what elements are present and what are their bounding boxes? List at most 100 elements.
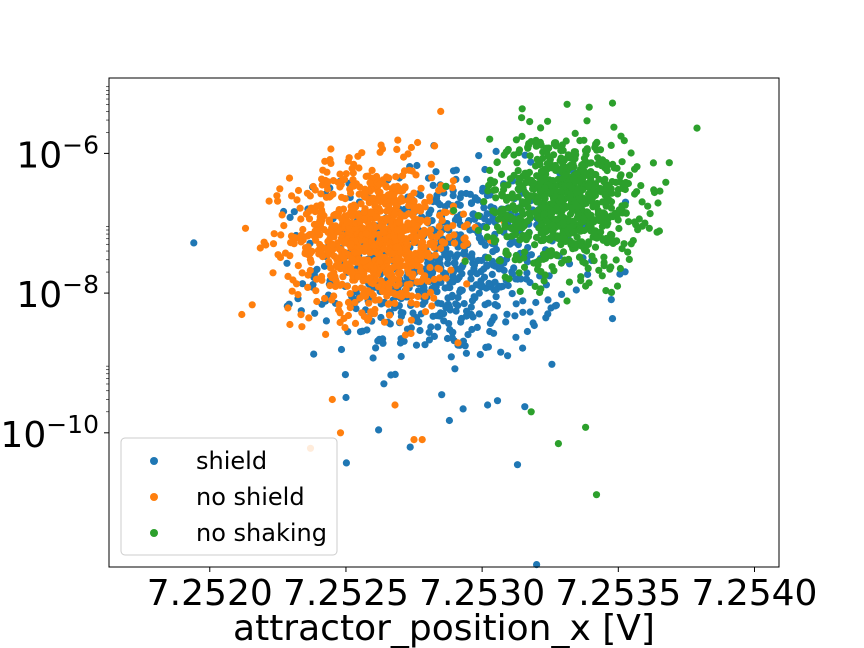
data-point [377, 223, 385, 231]
data-point [437, 244, 445, 252]
data-point [376, 148, 384, 156]
data-point [607, 230, 615, 238]
data-point [328, 296, 336, 304]
data-point [269, 269, 277, 277]
data-point [468, 284, 476, 292]
data-point [559, 155, 567, 163]
data-point [580, 226, 588, 235]
data-point [544, 296, 552, 304]
data-point [341, 195, 349, 203]
data-point [377, 141, 385, 149]
data-point [435, 222, 443, 231]
data-point [356, 183, 364, 191]
data-point [573, 188, 581, 196]
data-point [448, 184, 456, 192]
data-point [458, 263, 466, 272]
data-point [336, 318, 344, 327]
data-point [433, 312, 441, 320]
data-point [342, 170, 350, 178]
data-point [419, 275, 427, 283]
data-point [646, 210, 654, 218]
data-point [298, 269, 306, 277]
data-point [515, 146, 524, 154]
data-point [450, 231, 458, 239]
data-point [392, 243, 400, 252]
data-point [528, 176, 536, 185]
data-point [662, 178, 670, 186]
data-point [367, 209, 375, 217]
data-point [573, 208, 582, 216]
data-point [625, 255, 633, 263]
data-point [380, 380, 388, 388]
data-point [461, 342, 469, 350]
data-point [437, 107, 445, 115]
data-point [395, 218, 403, 226]
data-point [515, 269, 523, 277]
data-point [622, 181, 630, 189]
data-point [582, 151, 590, 159]
data-point [546, 236, 554, 244]
data-point [473, 270, 481, 278]
data-point [310, 350, 318, 358]
data-point [360, 208, 368, 216]
data-point [449, 177, 457, 185]
data-point [553, 252, 561, 260]
data-point [584, 182, 592, 190]
data-point [418, 252, 426, 260]
data-point [344, 311, 352, 320]
x-tick-label: 7.2535 [555, 573, 681, 614]
data-point [503, 250, 511, 258]
data-point [427, 323, 435, 331]
plot-area-frame [108, 77, 780, 568]
data-point [504, 352, 512, 360]
data-point [519, 344, 527, 352]
data-point [491, 278, 499, 286]
data-point [561, 204, 569, 212]
data-point [654, 199, 662, 207]
data-point [507, 194, 515, 202]
data-point [392, 282, 401, 290]
data-point [349, 176, 357, 184]
data-point [453, 213, 461, 221]
data-point [397, 308, 405, 317]
data-point [309, 182, 317, 191]
data-point [351, 319, 360, 327]
data-point [311, 309, 319, 317]
data-point [576, 176, 584, 184]
data-point [474, 212, 482, 220]
data-point [474, 256, 482, 265]
data-point [549, 226, 557, 234]
data-point [313, 265, 321, 273]
data-point [397, 233, 405, 241]
data-point [416, 326, 424, 335]
data-point [294, 186, 303, 195]
data-point [413, 300, 421, 308]
data-point [537, 124, 545, 132]
data-point [467, 269, 475, 277]
data-point [364, 276, 372, 284]
data-point [608, 189, 616, 197]
data-point [427, 288, 435, 296]
data-point [396, 318, 404, 326]
data-point [517, 275, 525, 283]
data-point [306, 192, 314, 200]
data-point [570, 148, 578, 156]
data-point [438, 216, 446, 225]
data-point [579, 218, 587, 226]
data-point [544, 117, 552, 125]
data-point [442, 208, 450, 217]
data-point [273, 192, 281, 200]
data-point [379, 287, 387, 295]
data-point [379, 228, 387, 236]
data-point [404, 220, 412, 228]
data-point [467, 303, 475, 311]
data-point [318, 216, 326, 224]
data-point [579, 162, 587, 170]
legend-item: shield [150, 447, 267, 475]
data-point [612, 256, 620, 264]
data-point [532, 298, 540, 307]
data-point [514, 193, 522, 201]
data-point [486, 135, 494, 143]
data-point [486, 319, 494, 327]
data-point [366, 249, 374, 257]
